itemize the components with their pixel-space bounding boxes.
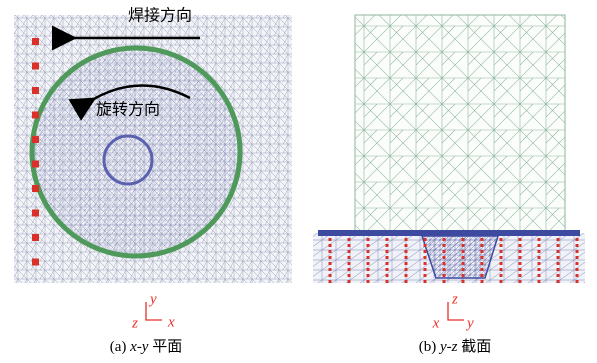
axes-a: y z x (131, 291, 175, 331)
weld-direction: 焊接方向 (128, 6, 192, 25)
caption-label: (a) (110, 339, 127, 355)
marker (32, 87, 39, 94)
marker (32, 112, 39, 119)
axis-right: y (465, 315, 474, 331)
marker (32, 136, 39, 143)
axis-up: z (451, 291, 458, 307)
marker (32, 210, 39, 217)
marker (32, 259, 39, 266)
caption-b: (b) y-z 截面 (419, 338, 492, 355)
stir-zone (422, 236, 498, 278)
panel-a: 焊接方向 旋转方向 (14, 6, 292, 284)
panel-b (313, 15, 585, 283)
marker (32, 38, 39, 45)
caption-variable: x-y (129, 339, 149, 355)
caption-a: (a) x-y 平面 (110, 339, 182, 355)
caption-label: (b) (419, 339, 437, 355)
figure: 焊接方向 旋转方向 y z x z x y (a) x-y 平面 (b) y-z… (0, 0, 597, 363)
marker (32, 185, 39, 192)
axis-left: x (432, 315, 440, 331)
tool-mesh (355, 15, 565, 233)
contact-layer (318, 230, 580, 236)
axis-right: x (167, 314, 175, 330)
tool-shoulder (32, 48, 240, 256)
axes-b: z x y (432, 291, 474, 331)
marker (32, 234, 39, 241)
caption-text: 截面 (461, 338, 491, 355)
rotation-direction: 旋转方向 (96, 100, 160, 119)
marker (32, 161, 39, 168)
axis-left: z (131, 315, 138, 331)
caption-text: 平面 (152, 339, 182, 355)
axis-up: y (148, 291, 157, 307)
caption-variable: y-z (438, 339, 458, 355)
marker (32, 63, 39, 70)
